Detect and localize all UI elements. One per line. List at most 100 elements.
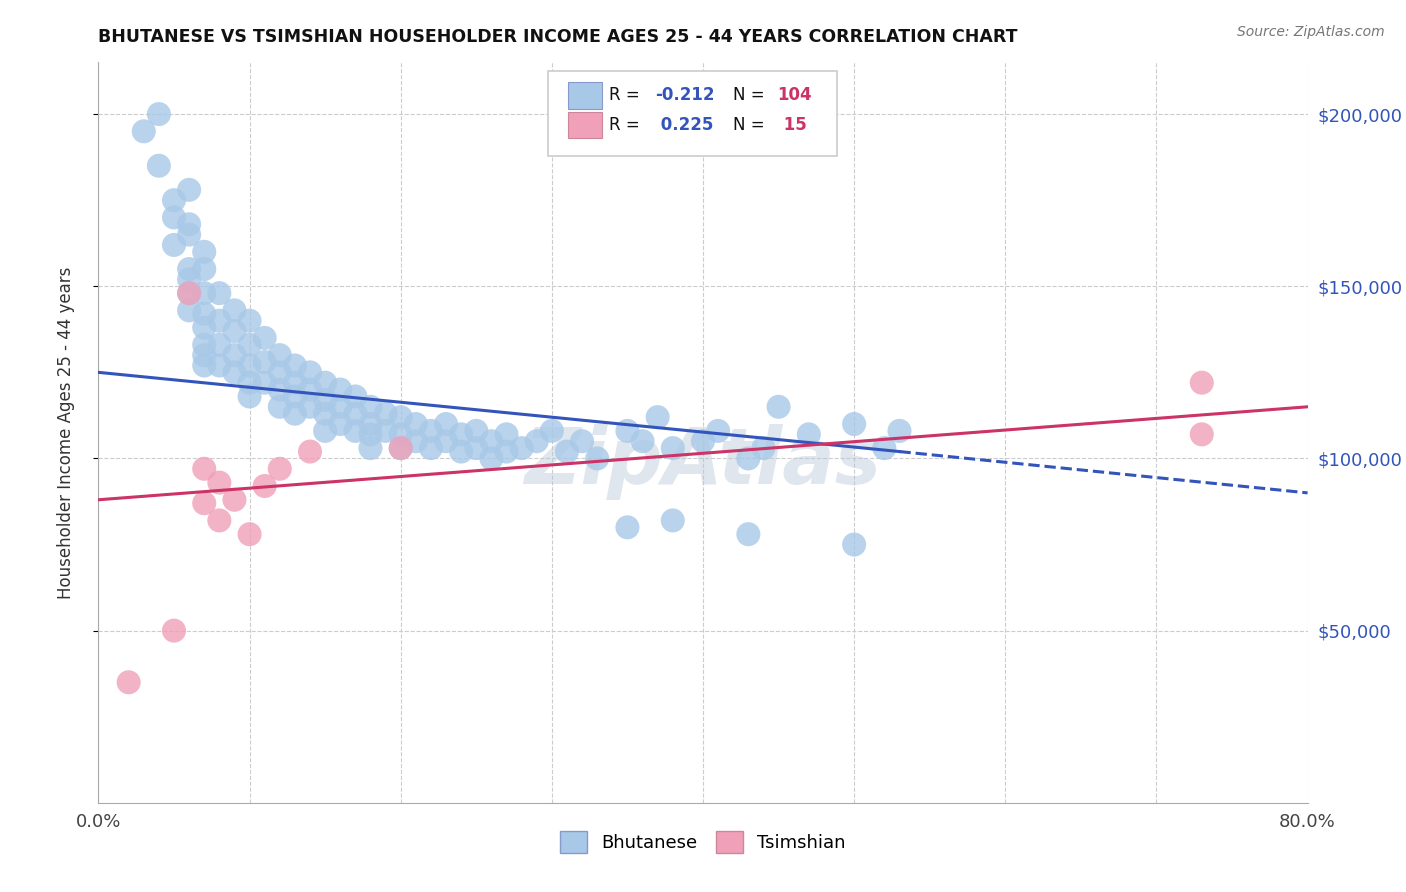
- Point: [132, 124, 155, 138]
- Text: 0.225: 0.225: [655, 116, 714, 134]
- Point: [465, 424, 488, 438]
- Y-axis label: Householder Income Ages 25 - 44 years: Householder Income Ages 25 - 44 years: [56, 267, 75, 599]
- Point: [284, 359, 307, 373]
- Point: [586, 451, 609, 466]
- Point: [360, 417, 382, 431]
- Point: [571, 434, 593, 449]
- Point: [420, 441, 443, 455]
- Text: BHUTANESE VS TSIMSHIAN HOUSEHOLDER INCOME AGES 25 - 44 YEARS CORRELATION CHART: BHUTANESE VS TSIMSHIAN HOUSEHOLDER INCOM…: [98, 28, 1018, 45]
- Point: [193, 462, 215, 476]
- Point: [389, 441, 412, 455]
- Point: [179, 286, 201, 301]
- Point: [208, 314, 231, 328]
- Point: [314, 376, 336, 390]
- Point: [737, 451, 759, 466]
- Point: [179, 217, 201, 231]
- Point: [314, 424, 336, 438]
- Point: [465, 441, 488, 455]
- Point: [889, 424, 911, 438]
- Point: [269, 400, 291, 414]
- Point: [269, 383, 291, 397]
- Text: R =: R =: [609, 116, 645, 134]
- Point: [360, 400, 382, 414]
- Point: [193, 307, 215, 321]
- Point: [389, 410, 412, 425]
- Point: [299, 383, 322, 397]
- Point: [329, 383, 352, 397]
- Point: [797, 427, 820, 442]
- Point: [374, 424, 396, 438]
- Point: [224, 492, 246, 507]
- Point: [481, 434, 503, 449]
- Point: [224, 365, 246, 379]
- Point: [118, 675, 141, 690]
- Point: [284, 407, 307, 421]
- Point: [224, 348, 246, 362]
- Point: [360, 427, 382, 442]
- Point: [163, 193, 186, 207]
- Point: [179, 286, 201, 301]
- Point: [239, 314, 262, 328]
- Text: -0.212: -0.212: [655, 87, 714, 104]
- Point: [873, 441, 896, 455]
- Point: [148, 159, 170, 173]
- Point: [239, 359, 262, 373]
- Point: [768, 400, 790, 414]
- Point: [193, 496, 215, 510]
- Point: [616, 424, 638, 438]
- Point: [208, 513, 231, 527]
- Point: [1191, 376, 1213, 390]
- Point: [481, 451, 503, 466]
- Point: [179, 183, 201, 197]
- Point: [299, 400, 322, 414]
- Point: [193, 320, 215, 334]
- Point: [450, 427, 472, 442]
- Point: [344, 424, 367, 438]
- Point: [389, 427, 412, 442]
- Point: [284, 389, 307, 403]
- Point: [389, 441, 412, 455]
- Point: [434, 434, 457, 449]
- Text: N =: N =: [733, 87, 769, 104]
- Point: [193, 244, 215, 259]
- Point: [555, 444, 578, 458]
- Point: [179, 303, 201, 318]
- Point: [844, 417, 866, 431]
- Point: [269, 462, 291, 476]
- Point: [420, 424, 443, 438]
- Point: [179, 272, 201, 286]
- Point: [208, 359, 231, 373]
- Point: [179, 227, 201, 242]
- Point: [193, 262, 215, 277]
- Point: [239, 338, 262, 352]
- Point: [329, 400, 352, 414]
- Point: [163, 624, 186, 638]
- Point: [510, 441, 533, 455]
- Text: 104: 104: [778, 87, 813, 104]
- Point: [405, 434, 427, 449]
- Point: [314, 407, 336, 421]
- Point: [239, 389, 262, 403]
- Point: [253, 479, 276, 493]
- Point: [495, 427, 517, 442]
- Point: [344, 389, 367, 403]
- Point: [148, 107, 170, 121]
- Point: [647, 410, 669, 425]
- Point: [405, 417, 427, 431]
- Point: [495, 444, 517, 458]
- Point: [193, 348, 215, 362]
- Legend: Bhutanese, Tsimshian: Bhutanese, Tsimshian: [553, 824, 853, 861]
- Point: [616, 520, 638, 534]
- Text: Source: ZipAtlas.com: Source: ZipAtlas.com: [1237, 25, 1385, 39]
- Text: ZipAtlas: ZipAtlas: [524, 425, 882, 500]
- Point: [224, 324, 246, 338]
- Point: [284, 376, 307, 390]
- Point: [269, 365, 291, 379]
- Point: [314, 392, 336, 407]
- Point: [193, 286, 215, 301]
- Point: [253, 355, 276, 369]
- Point: [360, 441, 382, 455]
- Point: [661, 441, 683, 455]
- Text: 15: 15: [778, 116, 806, 134]
- Point: [707, 424, 730, 438]
